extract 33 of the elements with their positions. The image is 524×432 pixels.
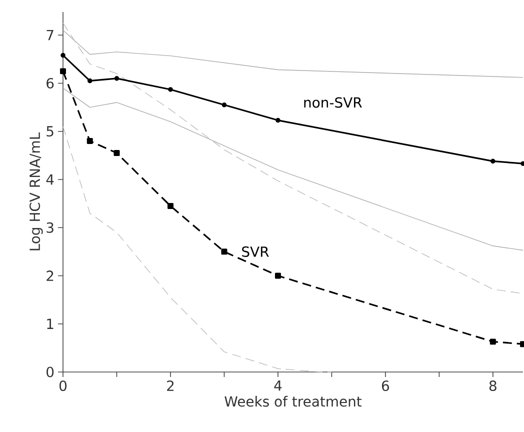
x-tick-label: 4: [274, 380, 282, 391]
point: [168, 87, 173, 92]
point: [167, 202, 174, 209]
y-tick-label: 5: [46, 126, 54, 137]
line-series: [62, 30, 524, 78]
point: [60, 68, 66, 74]
y-tick-label: 1: [47, 318, 54, 329]
x-tick-label: 0: [59, 380, 67, 392]
x-tick-label: 2: [167, 380, 174, 391]
x-axis-title: Weeks of treatment: [224, 396, 362, 407]
y-tick-label: 3: [46, 222, 54, 233]
point: [490, 338, 496, 345]
y-tick-label: 0: [46, 366, 54, 378]
x-tick-label: 8: [489, 380, 496, 392]
series-label: non-SVR: [304, 97, 362, 108]
y-axis-title: Log HCV RNA/mL: [30, 132, 43, 250]
y-tick-label: 2: [46, 270, 54, 281]
point: [222, 102, 227, 108]
point: [86, 138, 93, 144]
point: [114, 150, 120, 156]
point: [221, 248, 228, 255]
point: [490, 158, 496, 164]
series-label: SVR: [242, 246, 269, 257]
y-tick-label: 4: [46, 174, 54, 185]
x-tick-label: 6: [382, 380, 390, 392]
point: [60, 52, 66, 58]
point: [114, 76, 120, 81]
point: [274, 272, 281, 279]
point: [276, 118, 280, 123]
point: [87, 78, 92, 84]
y-tick-label: 6: [46, 78, 54, 89]
line-series: [62, 126, 332, 372]
y-tick-label: 7: [46, 30, 54, 40]
